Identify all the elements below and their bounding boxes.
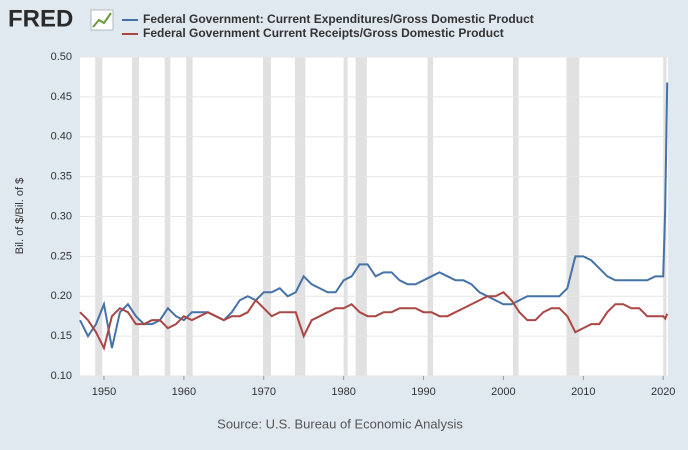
x-tick-label: 2020: [651, 386, 675, 398]
y-tick-label: 0.10: [51, 370, 72, 382]
y-tick-label: 0.35: [51, 171, 72, 183]
y-tick-label: 0.25: [51, 250, 72, 262]
x-tick-label: 1980: [331, 386, 355, 398]
x-tick-label: 2010: [571, 386, 595, 398]
series-line: [79, 82, 669, 349]
x-tick-label: 1960: [172, 386, 196, 398]
y-tick-label: 0.45: [51, 91, 72, 103]
y-tick-label: 0.20: [51, 290, 72, 302]
x-tick-label: 1950: [92, 386, 116, 398]
y-tick-label: 0.50: [51, 51, 72, 63]
y-tick-label: 0.30: [51, 210, 72, 222]
x-tick-label: 1990: [411, 386, 435, 398]
source: Source: U.S. Bureau of Economic Analysis: [217, 416, 463, 431]
x-tick-label: 1970: [252, 386, 276, 398]
logo-icon: [90, 9, 114, 31]
legend-label: Federal Government: Current Expenditures…: [143, 12, 534, 26]
legend-label: Federal Government Current Receipts/Gros…: [143, 26, 504, 40]
x-tick-label: 2000: [491, 386, 515, 398]
logo: FRED: [8, 5, 73, 32]
y-tick-label: 0.15: [51, 330, 72, 342]
y-axis-label: Bil. of $/Bil. of $: [14, 178, 26, 254]
series-line: [79, 291, 669, 351]
y-tick-label: 0.40: [51, 131, 72, 143]
